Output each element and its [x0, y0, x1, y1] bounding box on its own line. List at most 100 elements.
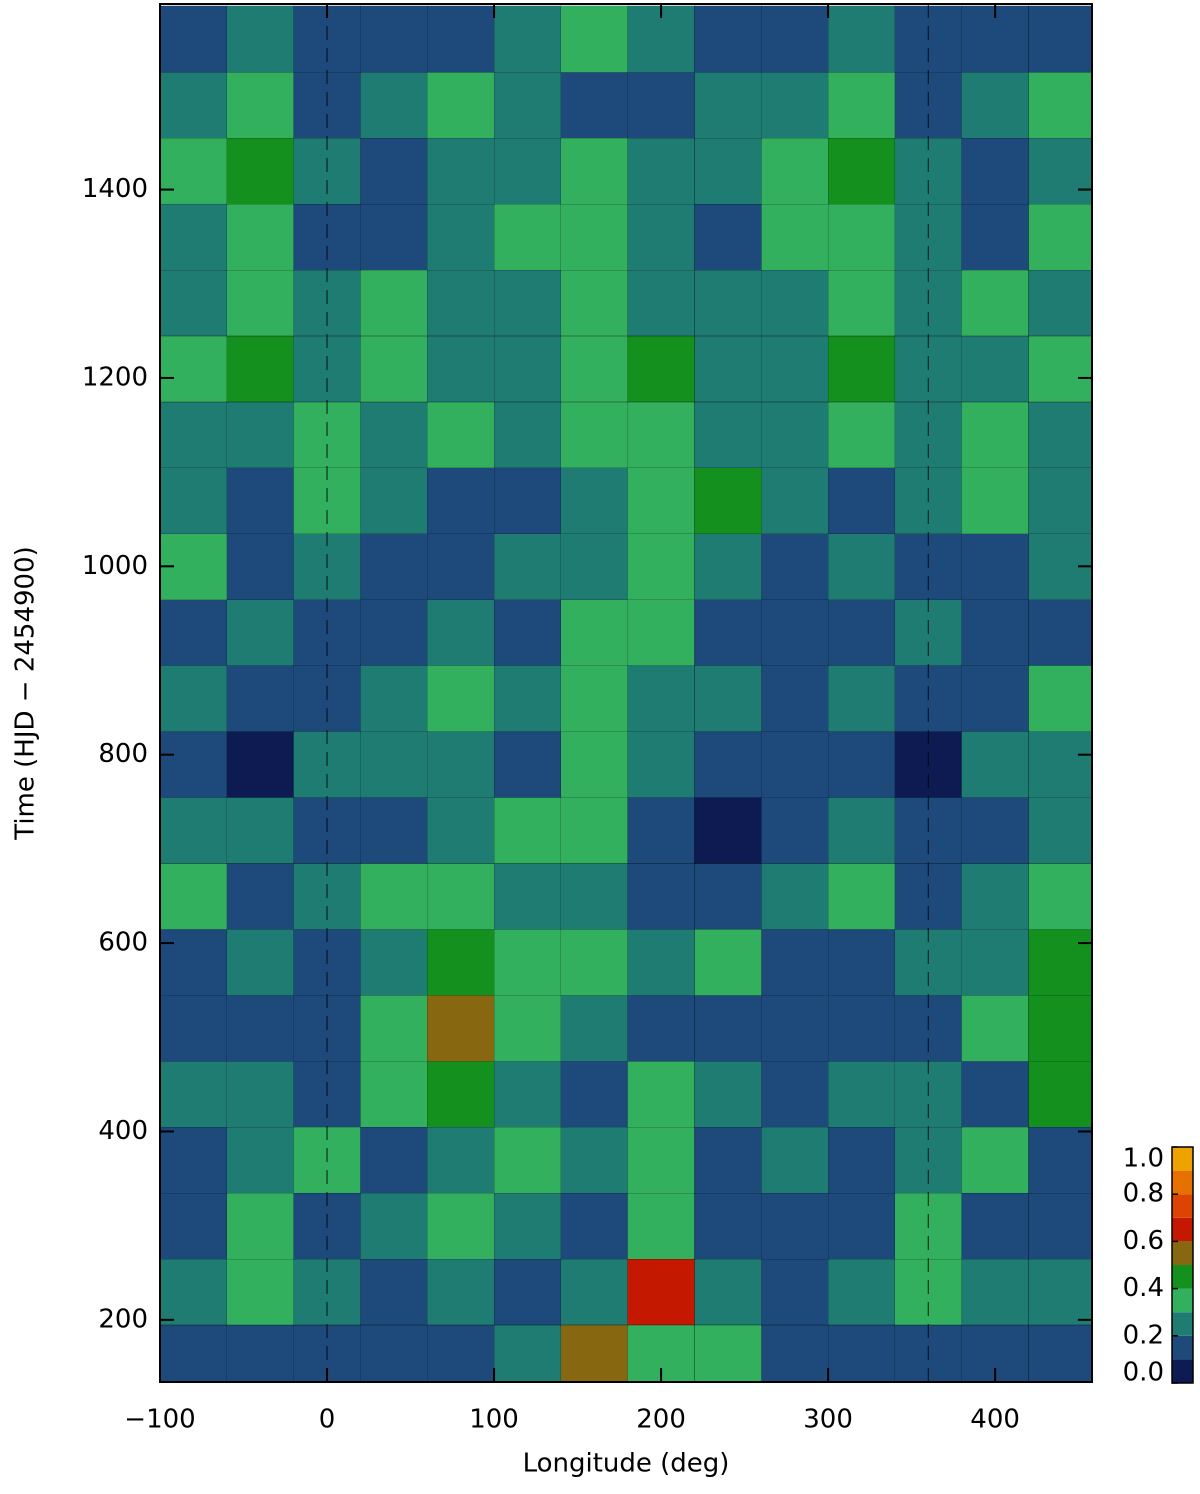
heatmap-cell [493, 1324, 562, 1382]
heatmap-cell [560, 203, 629, 271]
heatmap-cell [1028, 1126, 1092, 1194]
heatmap-cell [827, 467, 896, 535]
heatmap-cell [827, 203, 896, 271]
heatmap-cell [827, 269, 896, 337]
heatmap-cell [760, 203, 829, 271]
colorbar-tick-label: 0.2 [1123, 1320, 1164, 1350]
y-tick-label: 200 [98, 1304, 148, 1334]
heatmap-cell [560, 664, 629, 732]
heatmap-cell [627, 862, 696, 930]
heatmap-cell [226, 137, 295, 205]
heatmap-cell [694, 862, 763, 930]
heatmap-cell [560, 335, 629, 403]
heatmap-cell [560, 1192, 629, 1260]
heatmap-cell [627, 1258, 696, 1326]
heatmap-cell [160, 467, 228, 535]
heatmap-cell [694, 1258, 763, 1326]
heatmap-cell [360, 796, 429, 864]
heatmap-cell [760, 664, 829, 732]
heatmap-cell [226, 5, 295, 73]
heatmap-cell [426, 796, 495, 864]
heatmap-cell [827, 598, 896, 667]
heatmap-cell [426, 269, 495, 337]
heatmap-cell [360, 664, 429, 732]
heatmap-cell [560, 1126, 629, 1194]
heatmap-cell [426, 1192, 495, 1260]
colorbar-segment [1172, 1194, 1193, 1218]
heatmap-cell [760, 1192, 829, 1260]
heatmap-cell [493, 467, 562, 535]
heatmap-cell [827, 1126, 896, 1194]
heatmap-cell [560, 928, 629, 996]
heatmap-cell [827, 137, 896, 205]
heatmap-cell [226, 730, 295, 798]
colorbar-segment [1172, 1147, 1193, 1171]
heatmap-cell [827, 1060, 896, 1128]
heatmap-cell [493, 928, 562, 996]
heatmap-cell [627, 137, 696, 205]
heatmap-cell [560, 401, 629, 469]
heatmap-cell [961, 533, 1030, 601]
colorbar-segment [1172, 1241, 1193, 1265]
heatmap-cell [961, 994, 1030, 1062]
y-tick-label: 800 [98, 739, 148, 769]
colorbar-segment [1172, 1335, 1193, 1360]
heatmap-cell [1028, 1324, 1092, 1382]
heatmap-cell [493, 994, 562, 1062]
heatmap-cell [426, 862, 495, 930]
heatmap-cell [426, 1324, 495, 1382]
colorbar-tick-label: 0.6 [1123, 1226, 1164, 1256]
colorbar-tick-label: 0.0 [1123, 1358, 1164, 1388]
colorbar-segment [1172, 1265, 1193, 1289]
heatmap-cell [360, 1060, 429, 1128]
y-tick-label: 600 [98, 928, 148, 958]
heatmap-cell [360, 1258, 429, 1326]
heatmap-cell [694, 269, 763, 337]
heatmap-cell [827, 730, 896, 798]
heatmap-cell [827, 1324, 896, 1382]
heatmap-cell [760, 994, 829, 1062]
heatmap-cell [694, 1324, 763, 1382]
heatmap-cell [426, 664, 495, 732]
heatmap-cell [760, 1258, 829, 1326]
heatmap-cell [961, 862, 1030, 930]
heatmap-cell [627, 994, 696, 1062]
y-tick-label: 400 [98, 1116, 148, 1146]
heatmap-cell [694, 1060, 763, 1128]
heatmap-cell [360, 862, 429, 930]
heatmap-cell [694, 335, 763, 403]
x-tick-label: 300 [803, 1405, 853, 1435]
heatmap-cell [493, 1258, 562, 1326]
heatmap-cell [226, 862, 295, 930]
heatmap-cell [160, 1126, 228, 1194]
heatmap-cell [493, 269, 562, 337]
heatmap-cell [226, 1192, 295, 1260]
heatmap-cell [961, 796, 1030, 864]
heatmap-cell [760, 1060, 829, 1128]
heatmap-cell [226, 928, 295, 996]
heatmap-cell [560, 137, 629, 205]
heatmap-cell [426, 401, 495, 469]
heatmap-cell [226, 401, 295, 469]
colorbar-segment [1172, 1359, 1193, 1383]
heatmap-cell [961, 71, 1030, 139]
heatmap-cell [226, 335, 295, 403]
heatmap-cell [827, 533, 896, 601]
heatmap-cell [760, 335, 829, 403]
heatmap-cell [226, 1324, 295, 1382]
heatmap-cell [426, 994, 495, 1062]
colorbar-segment [1172, 1288, 1193, 1313]
heatmap-cell [360, 994, 429, 1062]
heatmap-cell [760, 269, 829, 337]
heatmap-cell [760, 598, 829, 667]
heatmap-cell [426, 1126, 495, 1194]
heatmap-cell [694, 598, 763, 667]
heatmap-cell [627, 533, 696, 601]
heatmap-cell [961, 1060, 1030, 1128]
y-tick-label: 1200 [82, 362, 148, 392]
colorbar-segment [1172, 1170, 1193, 1195]
heatmap-cell [827, 862, 896, 930]
heatmap-cell [961, 928, 1030, 996]
heatmap-cell [827, 1192, 896, 1260]
